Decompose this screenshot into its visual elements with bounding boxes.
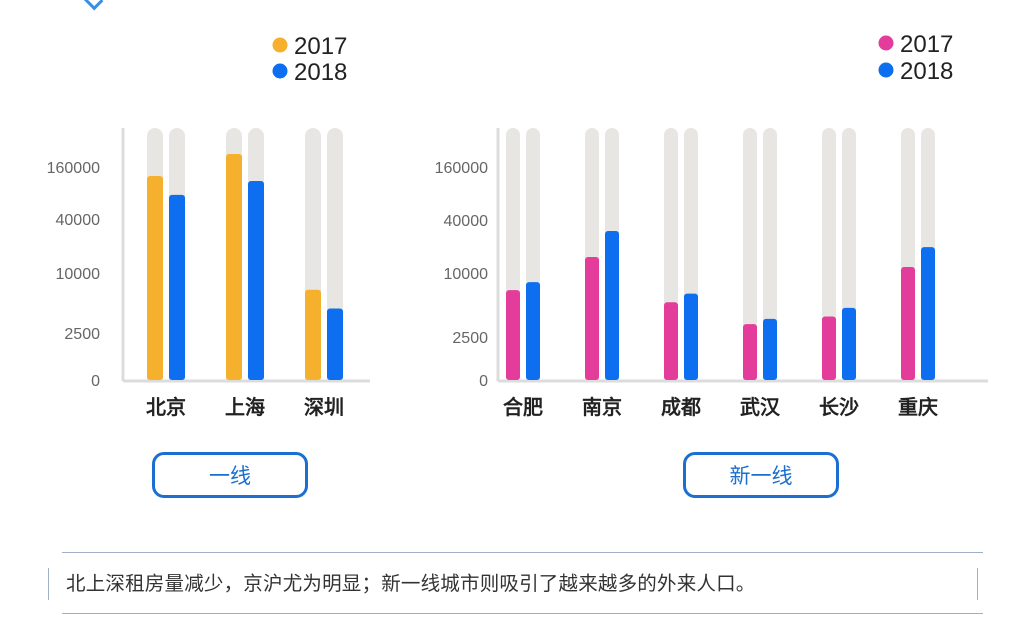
y-tick-label: 160000	[47, 160, 100, 177]
bar-2018-南京	[605, 230, 619, 380]
bar-2018-成都	[684, 293, 698, 380]
x-tick-label: 北京	[146, 395, 186, 419]
x-tick-label: 南京	[582, 395, 622, 419]
bar-2017-南京	[585, 256, 599, 380]
y-tick-label: 0	[91, 373, 100, 390]
x-tick-label: 合肥	[503, 395, 543, 419]
x-tick-label: 重庆	[898, 395, 938, 419]
bar-2017-长沙	[822, 316, 836, 380]
bar-2017-深圳	[305, 289, 321, 380]
new-tier1-button[interactable]: 新一线	[683, 452, 839, 498]
legend-label: 2017	[294, 33, 347, 60]
bar-2018-重庆	[921, 247, 935, 380]
x-tick-label: 深圳	[304, 395, 344, 419]
bar-2017-上海	[226, 154, 242, 380]
legend-label: 2018	[294, 59, 347, 86]
x-tick-label: 长沙	[819, 395, 859, 419]
x-tick-label: 成都	[661, 395, 701, 419]
bar-2017-合肥	[506, 290, 520, 380]
bar-2018-合肥	[526, 282, 540, 380]
y-tick-label: 160000	[435, 160, 488, 177]
y-tick-label: 10000	[56, 266, 101, 283]
y-tick-label: 10000	[444, 266, 489, 283]
bar-track	[743, 128, 757, 380]
x-tick-label: 武汉	[740, 395, 781, 419]
bar-2017-成都	[664, 302, 678, 380]
bar-2018-武汉	[763, 318, 777, 380]
legend-marker	[272, 63, 288, 79]
caption: 北上深租房量减少，京沪尤为明显；新一线城市则吸引了越来越多的外来人口。	[66, 572, 756, 595]
new-tier1-label: 新一线	[729, 464, 793, 488]
y-tick-label: 2500	[452, 330, 488, 347]
legend-marker	[272, 37, 288, 53]
tier1-label: 一线	[209, 464, 251, 488]
y-tick-label: 40000	[56, 212, 101, 229]
bar-2018-深圳	[327, 308, 343, 380]
legend-label: 2017	[900, 31, 953, 58]
y-tick-label: 40000	[444, 213, 489, 230]
divider-left	[48, 568, 49, 600]
legend-marker	[878, 62, 894, 78]
tier1-button[interactable]: 一线	[152, 452, 308, 498]
legend-label: 2018	[900, 58, 953, 85]
bar-2018-上海	[248, 181, 264, 380]
bar-2017-武汉	[743, 324, 757, 380]
divider-bottom	[62, 613, 983, 614]
bar-2017-重庆	[901, 266, 915, 380]
bar-track	[763, 128, 777, 380]
y-tick-label: 2500	[64, 326, 100, 343]
bar-2018-北京	[169, 194, 185, 380]
legend-marker	[878, 35, 894, 51]
divider-top	[62, 552, 983, 553]
bar-2018-长沙	[842, 307, 856, 380]
bar-2017-北京	[147, 175, 163, 380]
y-tick-label: 0	[479, 373, 488, 390]
divider-right	[977, 568, 978, 600]
x-tick-label: 上海	[225, 395, 265, 419]
